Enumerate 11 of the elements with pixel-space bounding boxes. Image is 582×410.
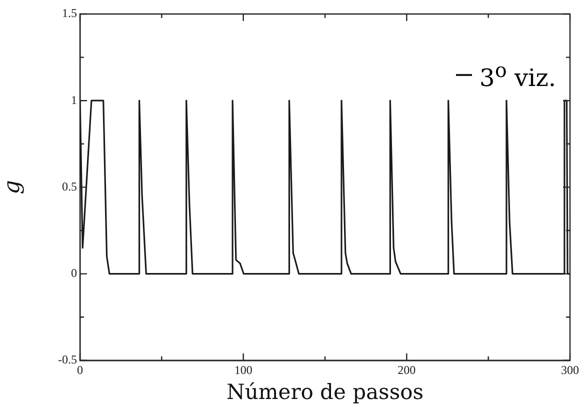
x-tick-label: 300 — [561, 362, 579, 377]
legend-label: 3$^{o}$ viz. — [480, 58, 556, 92]
x-axis-title: Número de passos — [226, 380, 424, 404]
y-tick-label: 1.5 — [62, 6, 77, 20]
y-axis-title: g — [0, 180, 25, 194]
x-tick-label: 100 — [234, 362, 252, 377]
y-tick-label: 0 — [71, 266, 77, 280]
y-tick-label: -0.5 — [58, 352, 77, 367]
y-tick-label: 0.5 — [62, 179, 77, 194]
x-tick-label: 200 — [398, 362, 416, 377]
y-tick-label: 1 — [71, 92, 77, 107]
